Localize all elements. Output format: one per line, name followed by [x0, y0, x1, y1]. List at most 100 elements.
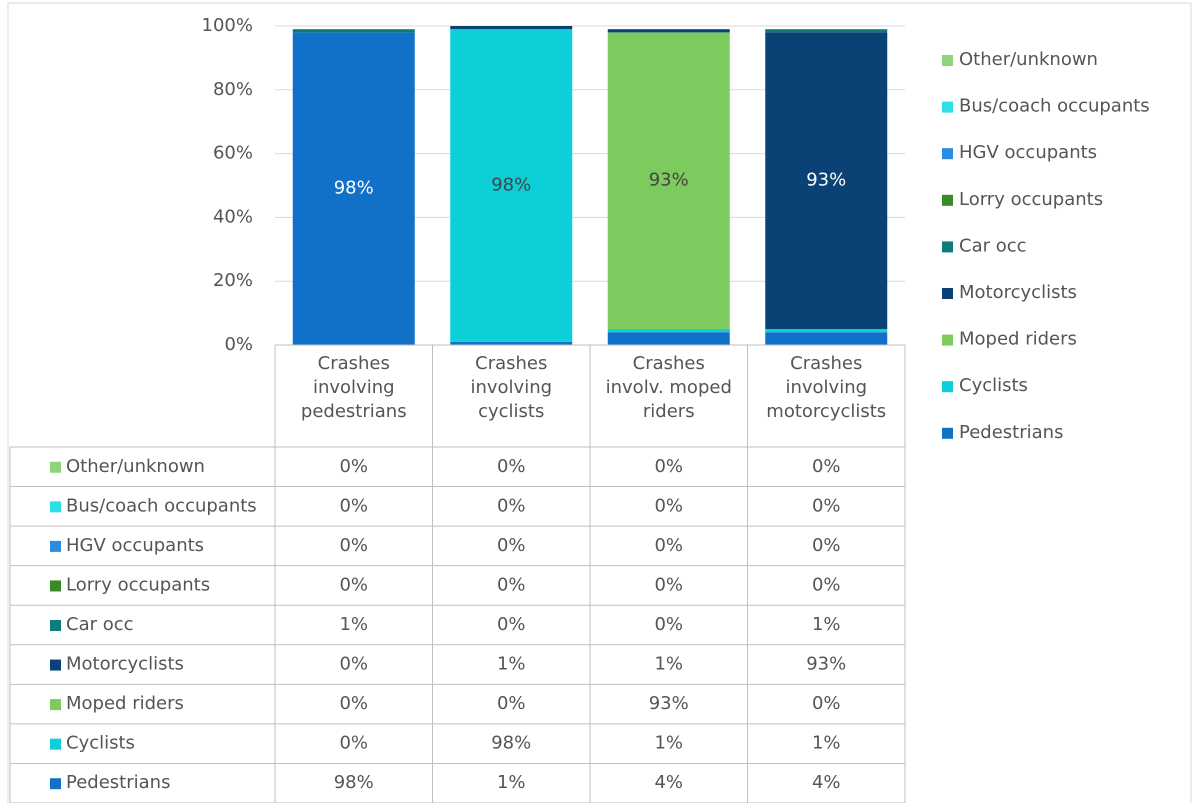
- legend-label: Bus/coach occupants: [959, 96, 1150, 117]
- legend-swatch: [942, 194, 953, 206]
- table-cell: 1%: [654, 733, 683, 754]
- table-cell: 98%: [491, 733, 531, 754]
- table-row-label: Car occ: [66, 614, 134, 635]
- table-cell: 0%: [339, 654, 368, 675]
- table-cell: 0%: [497, 495, 526, 516]
- table-swatch: [50, 540, 61, 552]
- table-column-header: Crashes involving pedestrians: [300, 353, 407, 422]
- table-column-header: Crashes involving motorcyclists: [766, 353, 887, 422]
- table-row-label: Lorry occupants: [66, 574, 210, 595]
- table-row-label: Cyclists: [66, 733, 135, 754]
- table-cell: 0%: [654, 535, 683, 556]
- table-swatch: [50, 738, 61, 750]
- table-swatch: [50, 659, 61, 671]
- bar-segment: [765, 329, 888, 333]
- data-label: 98%: [491, 175, 531, 196]
- table-cell: 0%: [339, 535, 368, 556]
- legend-swatch: [942, 381, 953, 393]
- y-tick-label: 60%: [213, 143, 253, 164]
- table-cell: 0%: [497, 535, 526, 556]
- table-cell: 1%: [654, 654, 683, 675]
- table-cell: 0%: [339, 495, 368, 516]
- legend-label: Lorry occupants: [959, 189, 1103, 210]
- table-cell: 0%: [812, 495, 841, 516]
- table-cell: 0%: [339, 574, 368, 595]
- table-row-label: Bus/coach occupants: [66, 495, 257, 516]
- legend-label: HGV occupants: [959, 142, 1097, 163]
- bar-segment: [607, 32, 730, 330]
- table-column-header: Crashes involv. moped riders: [605, 353, 732, 422]
- legend-swatch: [942, 288, 953, 299]
- legend-swatch: [942, 55, 953, 66]
- bar-segment: [765, 332, 888, 345]
- data-label: 93%: [649, 170, 689, 191]
- table-cell: 0%: [497, 693, 526, 714]
- table-cell: 0%: [497, 456, 526, 477]
- legend-label: Car occ: [959, 235, 1027, 256]
- table-cell: 98%: [334, 772, 374, 793]
- legend-swatch: [942, 101, 953, 113]
- chart-border: [7, 2, 1192, 803]
- bar-segment: [607, 329, 730, 333]
- table-cell: 0%: [812, 535, 841, 556]
- bar-segment: [765, 32, 888, 330]
- table-row-label: HGV occupants: [66, 535, 204, 556]
- bar-segment: [450, 341, 573, 345]
- table-cell: 0%: [812, 456, 841, 477]
- bar-segment: [292, 32, 415, 345]
- bar-segment: [607, 29, 730, 33]
- table-row-label: Other/unknown: [66, 456, 205, 477]
- data-label: 93%: [806, 170, 846, 191]
- table-cell: 1%: [339, 614, 368, 635]
- table-cell: 4%: [812, 772, 841, 793]
- table-swatch: [50, 778, 61, 790]
- bar-segment: [450, 26, 573, 30]
- bar-segment: [765, 29, 888, 33]
- legend-swatch: [942, 148, 953, 160]
- table-swatch: [50, 699, 61, 711]
- table-cell: 0%: [654, 456, 683, 477]
- table-cell: 1%: [497, 772, 526, 793]
- legend-label: Cyclists: [959, 375, 1028, 396]
- table-cell: 93%: [806, 654, 846, 675]
- y-tick-label: 40%: [213, 206, 253, 227]
- table-cell: 0%: [812, 574, 841, 595]
- legend-label: Other/unknown: [959, 49, 1098, 70]
- table-swatch: [50, 501, 61, 513]
- table-cell: 0%: [812, 693, 841, 714]
- table-cell: 93%: [649, 693, 689, 714]
- y-tick-label: 80%: [213, 79, 253, 100]
- table-cell: 1%: [497, 654, 526, 675]
- table-cell: 0%: [497, 574, 526, 595]
- table-cell: 0%: [654, 574, 683, 595]
- bar-segment: [292, 29, 415, 33]
- legend-label: Pedestrians: [959, 422, 1063, 443]
- table-swatch: [50, 620, 61, 631]
- table-cell: 0%: [339, 733, 368, 754]
- table-column-header: Crashes involving cyclists: [470, 353, 553, 422]
- table-cell: 1%: [812, 733, 841, 754]
- table-swatch: [50, 580, 61, 592]
- table-row-label: Moped riders: [66, 693, 184, 714]
- table-row-label: Motorcyclists: [66, 654, 184, 675]
- y-tick-label: 100%: [202, 15, 253, 36]
- table-cell: 0%: [339, 693, 368, 714]
- data-label: 98%: [334, 178, 374, 199]
- bar-segment: [607, 332, 730, 345]
- table-cell: 0%: [654, 614, 683, 635]
- table-cell: 0%: [497, 614, 526, 635]
- legend-swatch: [942, 427, 953, 439]
- legend-label: Moped riders: [959, 329, 1077, 350]
- legend-swatch: [942, 241, 953, 253]
- legend-swatch: [942, 334, 953, 346]
- y-tick-label: 20%: [213, 270, 253, 291]
- legend-label: Motorcyclists: [959, 282, 1077, 303]
- table-cell: 4%: [654, 772, 683, 793]
- y-tick-label: 0%: [224, 334, 253, 355]
- table-cell: 0%: [654, 495, 683, 516]
- table-cell: 0%: [339, 456, 368, 477]
- table-swatch: [50, 461, 61, 473]
- bar-segment: [450, 29, 573, 342]
